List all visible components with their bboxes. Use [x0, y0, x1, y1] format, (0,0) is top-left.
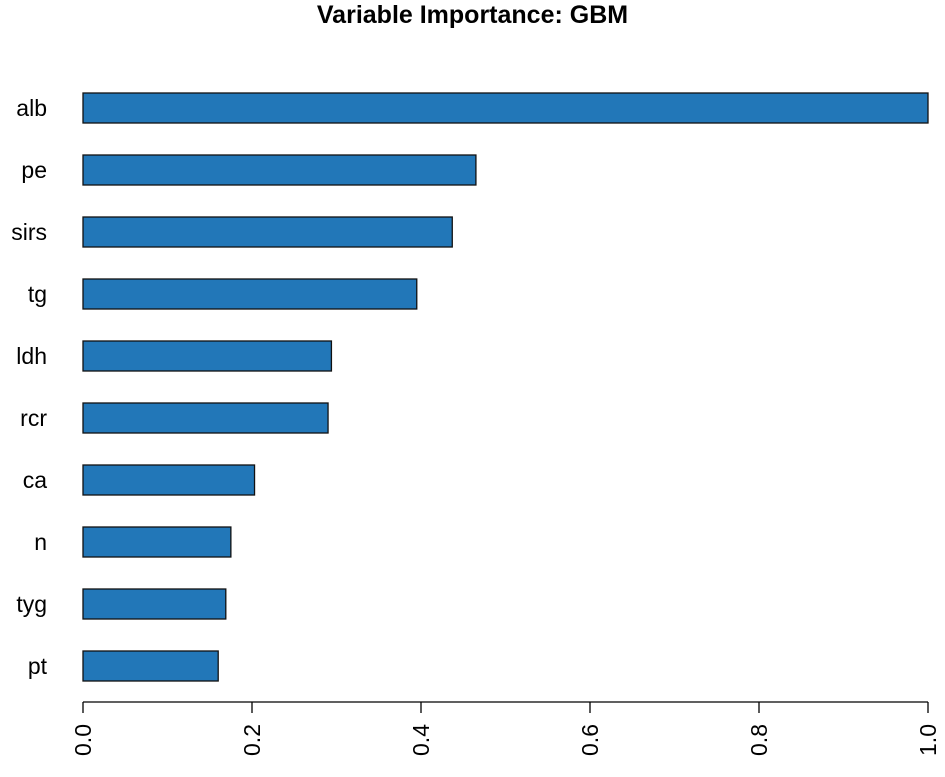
x-tick-label: 0.6	[577, 724, 603, 756]
x-tick-label: 0.8	[746, 724, 772, 756]
category-label-ldh: ldh	[16, 343, 47, 369]
category-label-tg: tg	[28, 281, 47, 307]
category-label-alb: alb	[16, 95, 47, 121]
bar-tg	[82, 278, 418, 310]
bar-sirs	[82, 216, 453, 248]
x-tick-label: 0.2	[239, 724, 265, 756]
bar-rcr	[82, 402, 329, 434]
x-tick-label: 0.0	[70, 724, 96, 756]
bar-ca	[82, 464, 256, 496]
bar-alb	[82, 92, 929, 124]
bar-n	[82, 526, 232, 558]
bar-tyg	[82, 588, 227, 620]
bars-group	[82, 92, 929, 682]
category-labels-group: alb pe sirs tg ldh rcr ca n tyg pt	[11, 95, 47, 679]
x-tick-label: 0.4	[408, 724, 434, 756]
category-label-n: n	[34, 529, 47, 555]
category-label-sirs: sirs	[11, 219, 47, 245]
bar-pt	[82, 650, 219, 682]
bar-ldh	[82, 340, 333, 372]
category-label-pe: pe	[21, 157, 47, 183]
x-tick-label: 1.0	[915, 724, 941, 756]
x-axis: 0.0 0.2 0.4 0.6 0.8 1.0	[70, 701, 941, 756]
bar-pe	[82, 154, 477, 186]
category-label-rcr: rcr	[20, 405, 47, 431]
category-label-ca: ca	[23, 467, 48, 493]
chart-title: Variable Importance: GBM	[316, 1, 629, 29]
category-label-tyg: tyg	[16, 591, 47, 617]
category-label-pt: pt	[28, 653, 48, 679]
